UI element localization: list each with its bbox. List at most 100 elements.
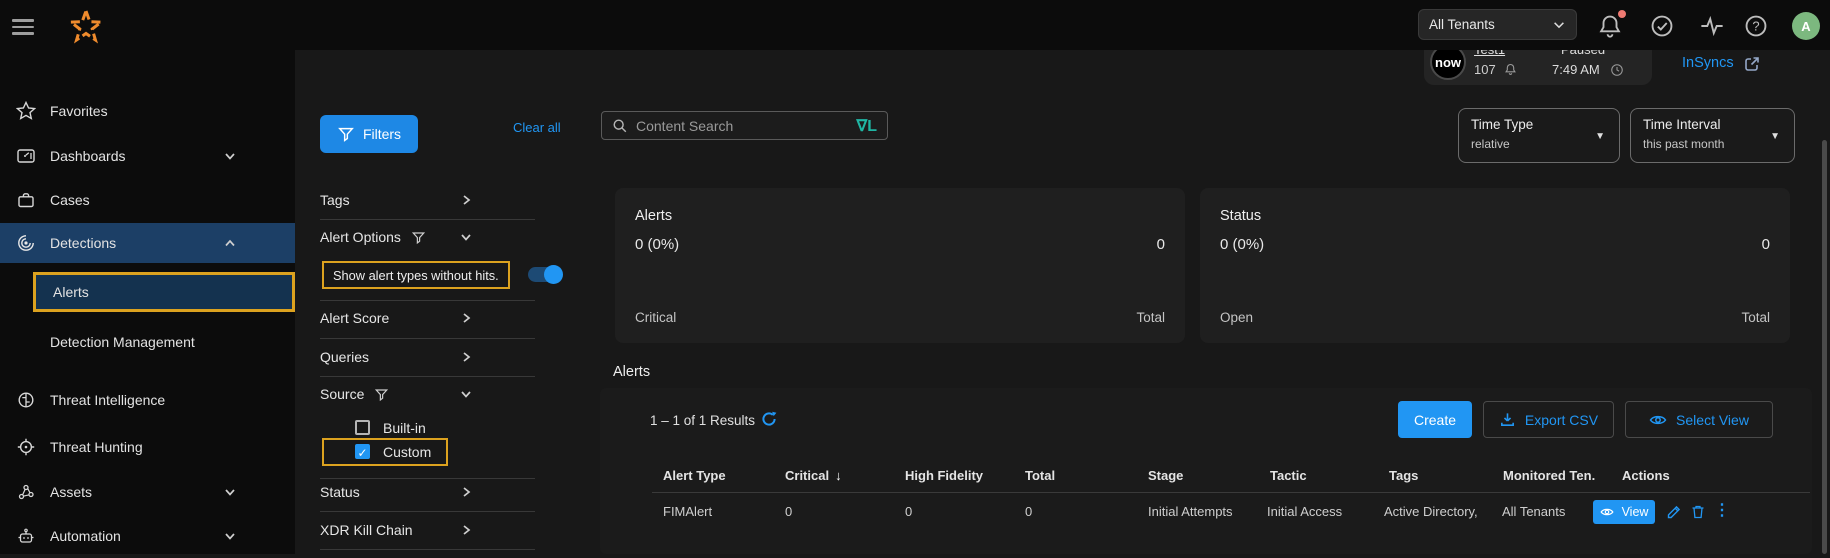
divider	[320, 376, 535, 377]
funnel-icon	[338, 127, 354, 142]
cell-total: 0	[1025, 504, 1033, 519]
card-left-value: 0 (0%)	[635, 236, 680, 253]
eye-icon	[1649, 415, 1667, 424]
dashboard-icon	[17, 149, 35, 163]
cell-high-fidelity: 0	[905, 504, 913, 519]
chevron-down-icon	[225, 533, 235, 540]
select-view-button[interactable]: Select View	[1625, 401, 1773, 438]
col-header-monitored-tenants[interactable]: Monitored Ten.	[1503, 468, 1596, 483]
card-title: Status	[1220, 208, 1262, 224]
sidebar-item-favorites[interactable]: Favorites	[0, 89, 295, 133]
more-options-icon[interactable]: ⋮	[1714, 502, 1730, 519]
custom-checkbox[interactable]: ✓	[355, 444, 370, 460]
dropdown-arrow-icon: ▼	[1595, 131, 1605, 142]
stellar-logo[interactable]	[66, 10, 106, 44]
sidebar-item-cases[interactable]: Cases	[0, 178, 295, 222]
delete-trash-icon[interactable]	[1690, 504, 1706, 520]
funnel-icon	[411, 231, 426, 244]
divider	[320, 478, 535, 479]
chevron-down-icon	[461, 234, 471, 241]
filter-tags[interactable]: Tags	[320, 192, 350, 208]
builtin-label: Built-in	[383, 420, 426, 436]
sort-desc-icon: ↓	[835, 468, 842, 483]
col-header-alert-type[interactable]: Alert Type	[663, 468, 726, 483]
table-header-divider	[652, 492, 1810, 493]
briefcase-icon	[18, 193, 34, 208]
divider	[320, 511, 535, 512]
cell-alert-type: FIMAlert	[663, 504, 713, 519]
tenant-selector[interactable]: All Tenants	[1418, 9, 1577, 40]
refresh-icon[interactable]	[760, 410, 778, 428]
section-title: Alerts	[613, 364, 651, 380]
filter-queries[interactable]: Queries	[320, 349, 370, 365]
sidebar-item-threat-intelligence[interactable]: Threat Intelligence	[0, 378, 295, 422]
funnel-icon	[375, 388, 389, 401]
card-right-value: 0	[1761, 236, 1770, 253]
clock-icon	[1611, 64, 1623, 76]
sidebar-item-assets[interactable]: Assets	[0, 470, 295, 514]
divider	[320, 338, 535, 339]
col-header-critical[interactable]: Critical ↓	[785, 468, 842, 483]
show-alert-types-toggle[interactable]	[528, 265, 563, 284]
chevron-right-icon	[463, 487, 471, 497]
search-input[interactable]	[636, 117, 849, 134]
create-button[interactable]: Create	[1398, 401, 1472, 438]
user-avatar[interactable]: A	[1792, 12, 1820, 40]
col-header-total[interactable]: Total	[1025, 468, 1056, 483]
network-icon	[18, 484, 34, 500]
show-alert-types-highlight: Show alert types without hits.	[322, 261, 510, 289]
hamburger-menu-icon[interactable]	[12, 15, 34, 39]
sidebar-item-dashboards[interactable]: Dashboards	[0, 134, 295, 178]
time-type-dropdown[interactable]: Time Type relative ▼	[1458, 108, 1620, 163]
check-circle-icon[interactable]	[1649, 13, 1675, 39]
results-count: 1 – 1 of 1 Results	[650, 413, 756, 428]
help-icon[interactable]: ?	[1743, 13, 1769, 39]
filter-alert-options[interactable]: Alert Options	[320, 225, 508, 249]
filter-status[interactable]: Status	[320, 484, 360, 500]
status-summary-card: Status 0 (0%) 0 Open Total	[1200, 188, 1790, 343]
cell-critical: 0	[785, 504, 793, 519]
filters-button[interactable]: Filters	[320, 115, 418, 153]
notifications-bell-icon[interactable]	[1597, 13, 1623, 39]
dropdown-arrow-icon: ▼	[1770, 131, 1780, 142]
search-icon	[613, 119, 627, 132]
chevron-down-icon	[461, 391, 471, 398]
col-header-stage[interactable]: Stage	[1148, 468, 1184, 483]
filter-alert-score[interactable]: Alert Score	[320, 310, 390, 326]
sidebar-item-threat-hunting[interactable]: Threat Hunting	[0, 425, 295, 469]
query-language-icon[interactable]: ∇L	[856, 117, 877, 135]
card-left-footer: Open	[1220, 310, 1254, 325]
connector-count: 107	[1474, 62, 1496, 77]
card-left-value: 0 (0%)	[1220, 236, 1265, 253]
time-interval-dropdown[interactable]: Time Interval this past month ▼	[1630, 108, 1795, 163]
cell-tactic: Initial Access	[1267, 504, 1343, 519]
edit-pencil-icon[interactable]	[1666, 504, 1682, 520]
vertical-scrollbar[interactable]	[1822, 140, 1827, 554]
filter-xdr-kill-chain[interactable]: XDR Kill Chain	[320, 522, 413, 538]
card-right-footer: Total	[1136, 310, 1165, 325]
sidebar-item-alerts[interactable]: Alerts	[33, 272, 295, 312]
col-header-high-fidelity[interactable]: High Fidelity	[905, 468, 983, 483]
alerts-summary-card: Alerts 0 (0%) 0 Critical Total	[615, 188, 1185, 343]
filter-source[interactable]: Source	[320, 382, 508, 406]
chevron-down-icon	[225, 153, 235, 160]
cell-tags: Active Directory,	[1384, 504, 1478, 519]
col-header-tactic[interactable]: Tactic	[1270, 468, 1307, 483]
sidebar-item-detections[interactable]: Detections	[0, 223, 295, 263]
export-csv-button[interactable]: Export CSV	[1483, 401, 1614, 438]
notification-badge	[1618, 10, 1626, 18]
col-header-tags[interactable]: Tags	[1389, 468, 1419, 483]
content-search: ∇L	[601, 111, 888, 140]
alerts-table-panel	[600, 388, 1812, 554]
builtin-checkbox[interactable]	[355, 420, 370, 435]
view-button[interactable]: View	[1593, 500, 1655, 524]
sidebar: Favorites Dashboards Cases Detections Al…	[0, 0, 295, 554]
custom-label: Custom	[383, 444, 432, 460]
chevron-down-icon	[225, 489, 235, 496]
external-link-icon[interactable]	[1742, 54, 1762, 74]
activity-pulse-icon[interactable]	[1699, 13, 1725, 39]
sidebar-item-automation[interactable]: Automation	[0, 514, 295, 558]
insyncs-link[interactable]: InSyncs	[1682, 55, 1734, 71]
clear-all-link[interactable]: Clear all	[513, 120, 561, 135]
sidebar-item-detection-management[interactable]: Detection Management	[50, 334, 195, 350]
